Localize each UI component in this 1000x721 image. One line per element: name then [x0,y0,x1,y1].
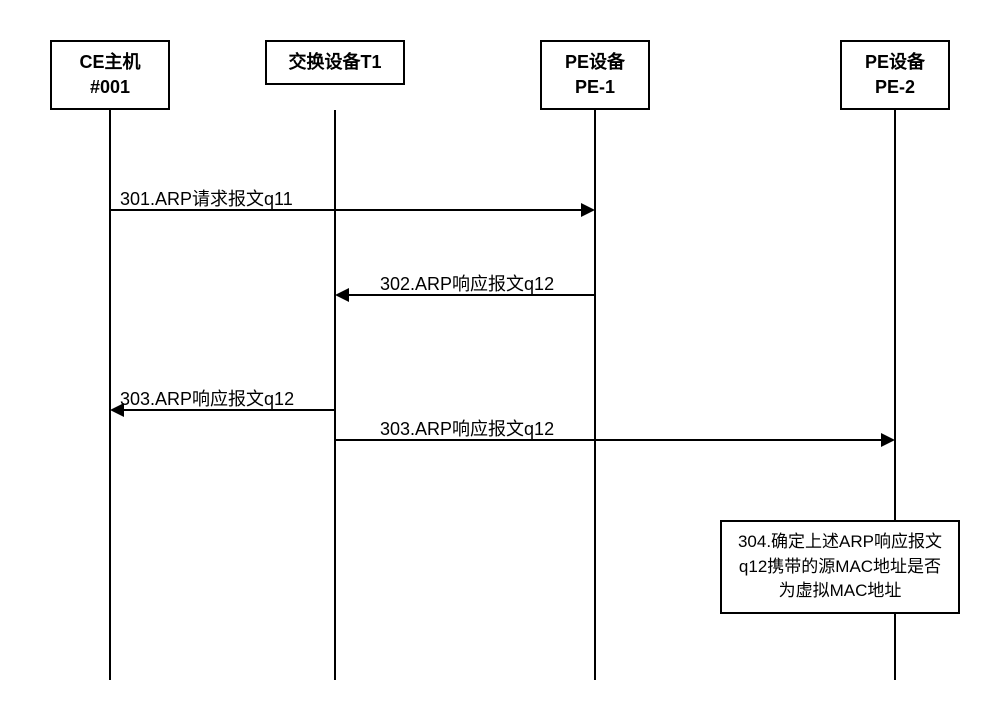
note-line: q12携带的源MAC地址是否 [732,555,948,580]
participant-p1: CE主机#001 [50,40,170,110]
participant-title-line2: PE-2 [854,75,936,100]
note-line: 为虚拟MAC地址 [732,579,948,604]
message-label-m4: 303.ARP响应报文q12 [380,415,554,441]
arrow-right-icon [581,203,595,217]
note-n1: 304.确定上述ARP响应报文q12携带的源MAC地址是否为虚拟MAC地址 [720,520,960,614]
arrow-right-icon [881,433,895,447]
arrow-left-icon [335,288,349,302]
participant-p4: PE设备PE-2 [840,40,950,110]
participant-title-line2: PE-1 [554,75,636,100]
participant-title-line1: CE主机 [64,50,156,75]
message-label-m1: 301.ARP请求报文q11 [120,185,293,211]
participant-title-line1: PE设备 [854,50,936,75]
message-label-m3: 303.ARP响应报文q12 [120,385,294,411]
note-line: 304.确定上述ARP响应报文 [732,530,948,555]
participant-title-line2: #001 [64,75,156,100]
message-label-m2: 302.ARP响应报文q12 [380,270,554,296]
participant-title-line1: 交换设备T1 [279,50,391,75]
participant-p2: 交换设备T1 [265,40,405,85]
sequence-diagram: CE主机#001交换设备T1PE设备PE-1PE设备PE-2301.ARP请求报… [40,40,960,680]
lifeline-p1 [109,110,111,680]
participant-p3: PE设备PE-1 [540,40,650,110]
lifeline-p2 [334,110,336,680]
participant-title-line1: PE设备 [554,50,636,75]
lifeline-p3 [594,110,596,680]
